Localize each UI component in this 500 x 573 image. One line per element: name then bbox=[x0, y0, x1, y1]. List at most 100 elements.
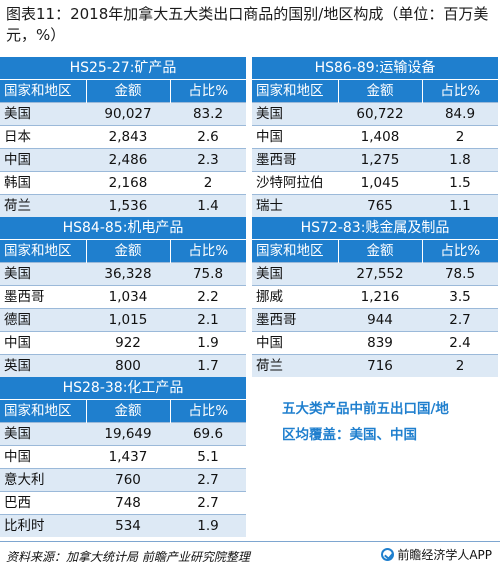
table-header: 国家和地区 金额 占比% bbox=[0, 239, 246, 263]
share-cell: 1.5 bbox=[422, 171, 498, 195]
country-cell: 英国 bbox=[0, 354, 86, 377]
table-header: 国家和地区 金额 占比% bbox=[252, 79, 498, 103]
header-country: 国家和地区 bbox=[0, 399, 86, 423]
table-row: 巴西 748 2.7 bbox=[0, 491, 246, 515]
table-row: 中国 1,437 5.1 bbox=[0, 445, 246, 469]
amount-cell: 1,536 bbox=[86, 194, 170, 217]
share-cell: 2.2 bbox=[170, 285, 246, 309]
share-cell: 1.1 bbox=[422, 194, 498, 217]
amount-cell: 1,216 bbox=[338, 285, 422, 309]
table-mineral-products: HS25-27:矿产品 国家和地区 金额 占比% 美国 90,027 83.2 日本… bbox=[0, 57, 246, 217]
section-title: HS28-38:化工产品 bbox=[0, 377, 246, 399]
table-header: 国家和地区 金额 占比% bbox=[252, 239, 498, 263]
table-row: 中国 839 2.4 bbox=[252, 331, 498, 355]
amount-cell: 1,034 bbox=[86, 285, 170, 309]
header-amount: 金额 bbox=[85, 239, 170, 263]
amount-cell: 1,275 bbox=[338, 148, 422, 172]
table-electromechanical-products: HS84-85:机电产品 国家和地区 金额 占比% 美国 36,328 75.8 墨… bbox=[0, 217, 246, 377]
header-country: 国家和地区 bbox=[252, 239, 338, 263]
share-cell: 1.9 bbox=[170, 331, 246, 355]
header-country: 国家和地区 bbox=[0, 239, 86, 263]
country-cell: 挪威 bbox=[252, 285, 338, 309]
share-cell: 1.7 bbox=[170, 354, 246, 377]
table-chemical-products: HS28-38:化工产品 国家和地区 金额 占比% 美国 19,649 69.6 中… bbox=[0, 377, 246, 537]
section-title: HS84-85:机电产品 bbox=[0, 217, 246, 239]
share-cell: 2.6 bbox=[170, 125, 246, 149]
table-row: 中国 1,408 2 bbox=[252, 125, 498, 149]
share-cell: 83.2 bbox=[170, 102, 246, 126]
amount-cell: 944 bbox=[338, 308, 422, 332]
country-cell: 墨西哥 bbox=[252, 148, 338, 172]
header-country: 国家和地区 bbox=[0, 79, 86, 103]
share-cell: 1.8 bbox=[422, 148, 498, 172]
brand-logo-icon bbox=[381, 548, 395, 561]
amount-cell: 1,045 bbox=[338, 171, 422, 195]
amount-cell: 716 bbox=[338, 354, 422, 377]
amount-cell: 27,552 bbox=[338, 262, 422, 286]
summary-note: 五大类产品中前五出口国/地区均覆盖：美国、中国 bbox=[282, 401, 449, 443]
table-row: 美国 60,722 84.9 bbox=[252, 102, 498, 126]
share-cell: 2.7 bbox=[170, 491, 246, 515]
country-cell: 意大利 bbox=[0, 468, 86, 492]
amount-cell: 922 bbox=[86, 331, 170, 355]
country-cell: 墨西哥 bbox=[0, 285, 86, 309]
country-cell: 中国 bbox=[0, 148, 86, 172]
amount-cell: 839 bbox=[338, 331, 422, 355]
table-transport-equipment: HS86-89:运输设备 国家和地区 金额 占比% 美国 60,722 84.9 中… bbox=[252, 57, 498, 217]
section-title: HS25-27:矿产品 bbox=[0, 57, 246, 79]
table-row: 中国 922 1.9 bbox=[0, 331, 246, 355]
amount-cell: 90,027 bbox=[86, 102, 170, 126]
amount-cell: 800 bbox=[86, 354, 170, 377]
table-row: 中国 2,486 2.3 bbox=[0, 148, 246, 172]
country-cell: 巴西 bbox=[0, 491, 86, 515]
table-base-metals: HS72-83:贱金属及制品 国家和地区 金额 占比% 美国 27,552 78.5… bbox=[252, 217, 498, 377]
amount-cell: 36,328 bbox=[86, 262, 170, 286]
country-cell: 墨西哥 bbox=[252, 308, 338, 332]
table-row: 韩国 2,168 2 bbox=[0, 171, 246, 195]
share-cell: 2.3 bbox=[170, 148, 246, 172]
section-title: HS72-83:贱金属及制品 bbox=[252, 217, 498, 239]
share-cell: 2.1 bbox=[170, 308, 246, 332]
amount-cell: 534 bbox=[86, 514, 170, 537]
header-amount: 金额 bbox=[85, 79, 170, 103]
share-cell: 2.7 bbox=[422, 308, 498, 332]
country-cell: 荷兰 bbox=[252, 354, 338, 377]
share-cell: 1.9 bbox=[170, 514, 246, 537]
share-cell: 3.5 bbox=[422, 285, 498, 309]
table-row: 美国 90,027 83.2 bbox=[0, 102, 246, 126]
country-cell: 美国 bbox=[252, 262, 338, 286]
header-share: 占比% bbox=[169, 239, 246, 263]
header-share: 占比% bbox=[421, 79, 498, 103]
table-row: 墨西哥 944 2.7 bbox=[252, 308, 498, 332]
table-row: 意大利 760 2.7 bbox=[0, 468, 246, 492]
share-cell: 2 bbox=[170, 171, 246, 195]
header-share: 占比% bbox=[169, 399, 246, 423]
header-country: 国家和地区 bbox=[252, 79, 338, 103]
amount-cell: 2,486 bbox=[86, 148, 170, 172]
country-cell: 美国 bbox=[0, 102, 86, 126]
amount-cell: 60,722 bbox=[338, 102, 422, 126]
table-row: 荷兰 716 2 bbox=[252, 354, 498, 377]
country-cell: 德国 bbox=[0, 308, 86, 332]
header-share: 占比% bbox=[169, 79, 246, 103]
country-cell: 美国 bbox=[252, 102, 338, 126]
table-row: 日本 2,843 2.6 bbox=[0, 125, 246, 149]
share-cell: 2.7 bbox=[170, 468, 246, 492]
share-cell: 5.1 bbox=[170, 445, 246, 469]
table-row: 比利时 534 1.9 bbox=[0, 514, 246, 537]
table-row: 瑞士 765 1.1 bbox=[252, 194, 498, 217]
header-amount: 金额 bbox=[337, 79, 422, 103]
table-row: 沙特阿拉伯 1,045 1.5 bbox=[252, 171, 498, 195]
country-cell: 比利时 bbox=[0, 514, 86, 537]
table-row: 德国 1,015 2.1 bbox=[0, 308, 246, 332]
amount-cell: 19,649 bbox=[86, 422, 170, 446]
country-cell: 荷兰 bbox=[0, 194, 86, 217]
table-header: 国家和地区 金额 占比% bbox=[0, 399, 246, 423]
table-row: 美国 27,552 78.5 bbox=[252, 262, 498, 286]
footer-divider bbox=[0, 541, 500, 542]
amount-cell: 1,408 bbox=[338, 125, 422, 149]
share-cell: 2 bbox=[422, 354, 498, 377]
country-cell: 美国 bbox=[0, 422, 86, 446]
country-cell: 美国 bbox=[0, 262, 86, 286]
country-cell: 日本 bbox=[0, 125, 86, 149]
